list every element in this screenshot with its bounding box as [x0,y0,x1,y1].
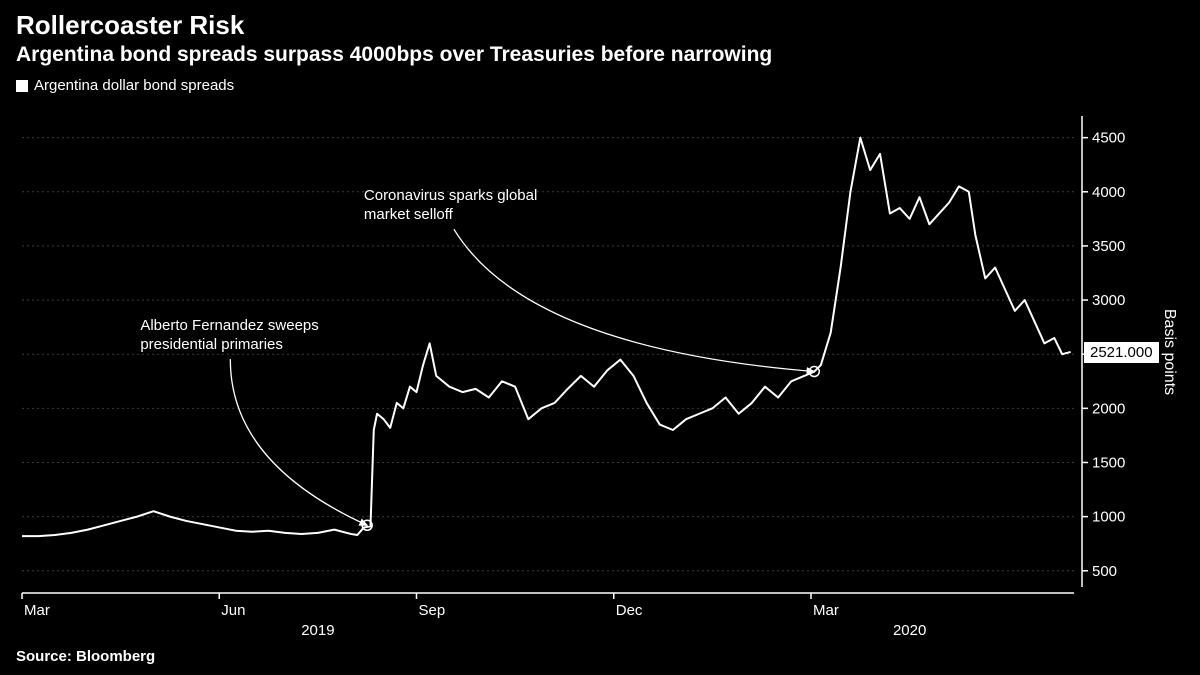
y-axis-title: Basis points [1160,308,1178,394]
annotation-arrow [230,359,367,525]
legend-swatch [16,80,28,92]
y-tick-label: 1000 [1092,509,1125,526]
y-tick-label: 4000 [1092,184,1125,201]
y-tick-label: 3000 [1092,292,1125,309]
x-tick-label: Sep [419,602,446,619]
y-tick-label: 500 [1092,563,1117,580]
chart-header: Rollercoaster Risk Argentina bond spread… [0,0,1200,69]
legend-label: Argentina dollar bond spreads [34,77,234,94]
y-tick-label: 3500 [1092,238,1125,255]
series-line [22,138,1071,536]
x-tick-label: Mar [813,602,839,619]
x-year-label: 2019 [301,622,334,639]
x-tick-label: Dec [616,602,643,619]
x-year-label: 2020 [893,622,926,639]
legend: Argentina dollar bond spreads [0,69,1200,94]
x-tick-label: Mar [24,602,50,619]
line-chart: 50010001500200025003000350040004500MarJu… [16,108,1184,639]
y-tick-label: 4500 [1092,130,1125,147]
last-value-flag: 2521.000 [1084,342,1159,363]
chart-subtitle: Argentina bond spreads surpass 4000bps o… [16,43,1184,67]
y-tick-label: 1500 [1092,454,1125,471]
chart-area: 50010001500200025003000350040004500MarJu… [16,108,1184,639]
x-tick-label: Jun [221,602,245,619]
chart-title: Rollercoaster Risk [16,10,1184,41]
y-tick-label: 2000 [1092,400,1125,417]
source-attribution: Source: Bloomberg [16,648,155,665]
